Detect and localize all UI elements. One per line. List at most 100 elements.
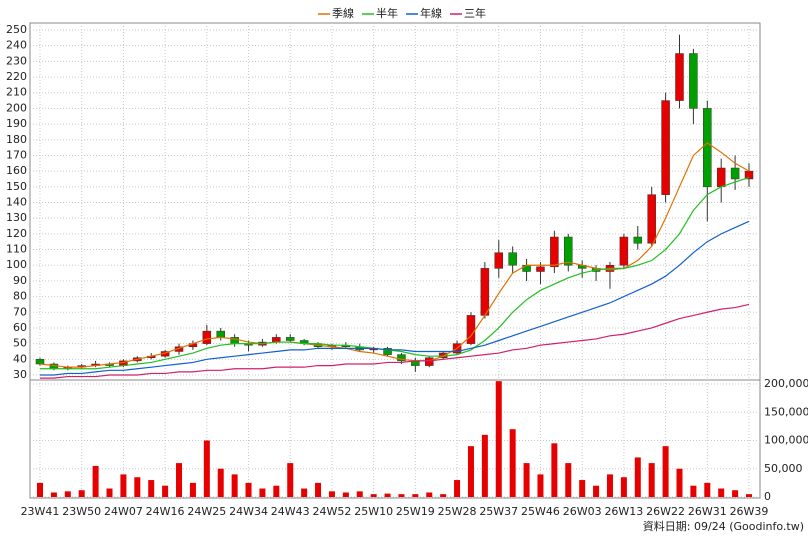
x-tick-label: 24W16: [146, 505, 185, 518]
price-panel: [29, 22, 761, 381]
y-tick-label: 180: [6, 133, 27, 146]
ma-line: [40, 220, 750, 376]
volume-bar: [287, 463, 294, 497]
volume-tick-label: 100,000: [764, 434, 808, 447]
volume-bar: [537, 474, 544, 497]
y-tick-label: 30: [13, 368, 27, 381]
volume-bar: [134, 477, 141, 497]
y-tick-label: 160: [6, 164, 27, 177]
y-tick-label: 130: [6, 211, 27, 224]
x-tick-label: 25W37: [479, 505, 518, 518]
y-tick-label: 100: [6, 258, 27, 271]
volume-bar: [634, 457, 641, 497]
legend-label: 三年: [464, 6, 486, 20]
volume-bar: [551, 443, 558, 497]
candle-body: [647, 194, 656, 244]
x-tick-label: 24W25: [187, 505, 226, 518]
volume-bar: [495, 381, 502, 497]
volume-bar: [37, 482, 43, 497]
legend-label: 半年: [376, 6, 398, 20]
candle-body: [689, 53, 698, 109]
x-tick-label: 23W50: [62, 505, 101, 518]
volume-bar: [579, 480, 586, 497]
candle-body: [661, 100, 670, 195]
volume-bar: [746, 494, 752, 497]
candle-body: [633, 236, 643, 244]
volume-bar: [301, 488, 308, 497]
volume-bar: [509, 429, 516, 497]
volume-tick-label: 0: [764, 490, 771, 503]
volume-bar: [356, 491, 363, 497]
volume-bar: [120, 474, 127, 497]
y-tick-label: 70: [13, 305, 27, 318]
candle-body: [536, 266, 545, 272]
x-tick-label: 24W07: [104, 505, 143, 518]
volume-bar: [148, 480, 155, 497]
volume-bar: [606, 474, 613, 497]
volume-bar: [231, 474, 238, 497]
x-tick-label: 23W41: [21, 505, 60, 518]
volume-bar: [370, 494, 377, 497]
candle-body: [466, 315, 476, 344]
volume-bar: [620, 477, 627, 497]
candle-body: [716, 167, 726, 188]
y-tick-label: 80: [13, 290, 27, 303]
volume-bar: [426, 492, 433, 497]
y-tick-label: 200: [6, 101, 27, 114]
x-tick-label: 26W31: [688, 505, 727, 518]
y-tick-label: 220: [6, 70, 27, 83]
volume-bar: [398, 494, 405, 497]
x-tick-label: 26W13: [604, 505, 643, 518]
volume-bar: [315, 482, 322, 497]
volume-bar: [92, 465, 99, 497]
volume-bar: [259, 488, 266, 497]
y-tick-label: 120: [6, 227, 27, 240]
y-tick-label: 90: [13, 274, 27, 287]
volume-bar: [732, 490, 739, 497]
y-tick-label: 110: [6, 243, 27, 256]
volume-bar: [384, 493, 391, 497]
volume-bar: [328, 491, 335, 497]
candle-body: [675, 53, 684, 101]
candle-body: [272, 337, 281, 343]
y-tick-label: 210: [6, 86, 27, 99]
volume-bar: [189, 482, 196, 497]
volume-bar: [245, 482, 252, 497]
volume-tick-label: 200,000: [764, 377, 808, 390]
candle-body: [397, 354, 406, 362]
y-tick-label: 40: [13, 352, 27, 365]
volume-bar: [162, 485, 169, 497]
volume-bar: [690, 485, 697, 497]
y-tick-label: 190: [6, 117, 27, 130]
candle-body: [619, 236, 629, 266]
volume-bar: [565, 463, 572, 497]
y-tick-label: 60: [13, 321, 27, 334]
volume-bar: [718, 488, 725, 497]
volume-bar: [523, 463, 530, 497]
volume-bar: [676, 468, 683, 497]
volume-bar: [273, 485, 280, 497]
footer: 資料日期: 09/24 (Goodinfo.tw): [643, 519, 804, 533]
x-tick-label: 25W19: [396, 505, 435, 518]
volume-bar: [467, 446, 474, 497]
volume-bar: [593, 485, 600, 497]
x-tick-label: 26W39: [730, 505, 769, 518]
volume-bar: [440, 494, 447, 497]
candle-body: [480, 268, 490, 316]
candle-body: [35, 359, 45, 365]
volume-bar: [454, 480, 461, 497]
y-tick-label: 140: [6, 196, 27, 209]
legend-label: 年線: [420, 6, 442, 20]
candle-body: [730, 167, 740, 180]
candle-body: [508, 252, 517, 266]
y-tick-label: 170: [6, 148, 27, 161]
y-tick-label: 50: [13, 337, 27, 350]
ma-line: [40, 176, 750, 370]
volume-bar: [662, 446, 669, 497]
x-tick-label: 25W46: [521, 505, 560, 518]
volume-bar: [342, 492, 349, 497]
candle-body: [425, 357, 434, 366]
x-tick-label: 25W10: [354, 505, 393, 518]
candle-body: [550, 236, 559, 268]
